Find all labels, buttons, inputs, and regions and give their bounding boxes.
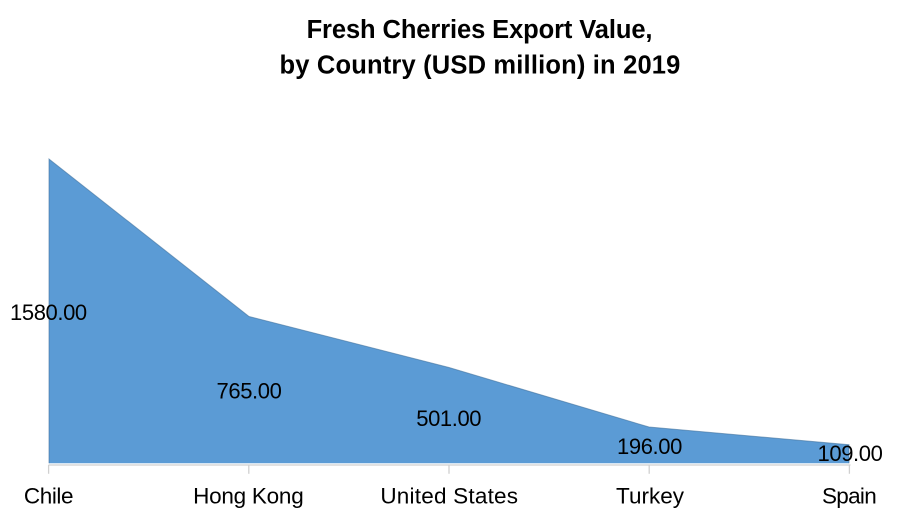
svg-text:765.00: 765.00 [217,379,282,404]
svg-text:196.00: 196.00 [617,434,682,459]
svg-text:Turkey: Turkey [616,484,685,509]
svg-text:Chile: Chile [24,484,73,509]
svg-text:Spain: Spain [822,484,876,509]
svg-text:United States: United States [380,484,518,509]
svg-text:Fresh Cherries Export Value,: Fresh Cherries Export Value, [307,16,653,44]
svg-text:1580.00: 1580.00 [10,300,87,325]
svg-text:Hong Kong: Hong Kong [193,484,303,509]
svg-text:501.00: 501.00 [416,406,481,431]
svg-text:by Country (USD million) in 20: by Country (USD million) in 2019 [279,52,680,80]
svg-text:109.00: 109.00 [818,441,883,466]
